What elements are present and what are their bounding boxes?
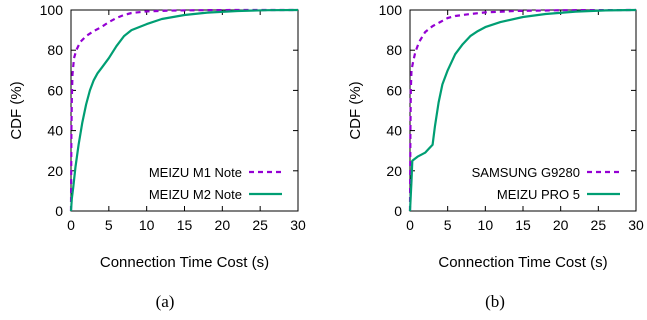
y-tick-label: 80 (386, 42, 402, 58)
y-tick-label: 0 (55, 203, 63, 219)
x-axis-title: Connection Time Cost (s) (438, 254, 607, 271)
legend-label: MEIZU M2 Note (149, 187, 242, 202)
y-tick-label: 80 (47, 42, 63, 58)
x-tick-label: 25 (252, 217, 268, 233)
y-tick-label: 100 (40, 2, 64, 18)
x-tick-label: 5 (444, 217, 452, 233)
x-tick-label: 25 (591, 217, 607, 233)
chart-panel-a: 0 5 10 15 20 25 30 0 20 40 60 80 100 MEIZU M1 Note MEI… (8, 2, 306, 311)
y-tick-label: 100 (379, 2, 403, 18)
y-tick-label: 20 (386, 163, 402, 179)
x-tick-label: 15 (515, 217, 531, 233)
x-tick-label: 20 (553, 217, 569, 233)
x-tick-label: 0 (406, 217, 414, 233)
y-tick-label: 60 (386, 82, 402, 98)
series-line-solid (69, 8, 299, 212)
x-tick-label: 10 (478, 217, 494, 233)
y-tick-label: 40 (47, 123, 63, 139)
legend-label: MEIZU M1 Note (149, 165, 242, 180)
y-tick-label: 20 (47, 163, 63, 179)
y-tick-label: 0 (394, 203, 402, 219)
series-line-dashed (408, 8, 637, 212)
x-tick-label: 0 (67, 217, 75, 233)
y-axis-title: CDF (%) (8, 81, 25, 139)
x-tick-label: 30 (628, 217, 644, 233)
y-tick-label: 40 (386, 123, 402, 139)
series-line-solid (408, 8, 637, 212)
x-tick-label: 15 (177, 217, 193, 233)
x-tick-label: 20 (215, 217, 231, 233)
series-line-dashed (69, 8, 298, 212)
x-tick-label: 30 (290, 217, 306, 233)
plot-frame (409, 9, 637, 212)
x-tick-label: 5 (105, 217, 113, 233)
panel-caption: (b) (485, 292, 505, 311)
plot-frame (70, 9, 299, 212)
y-axis-title: CDF (%) (347, 81, 364, 139)
x-axis-title: Connection Time Cost (s) (100, 254, 269, 271)
y-tick-label: 60 (47, 82, 63, 98)
panel-caption: (a) (156, 292, 175, 311)
chart-panel-b: 0 5 10 15 20 25 30 0 20 40 60 80 100 SAMSUNG G9280 MEI… (347, 2, 644, 311)
legend-label: MEIZU PRO 5 (497, 187, 580, 202)
legend-label: SAMSUNG G9280 (472, 165, 580, 180)
x-tick-label: 10 (139, 217, 155, 233)
